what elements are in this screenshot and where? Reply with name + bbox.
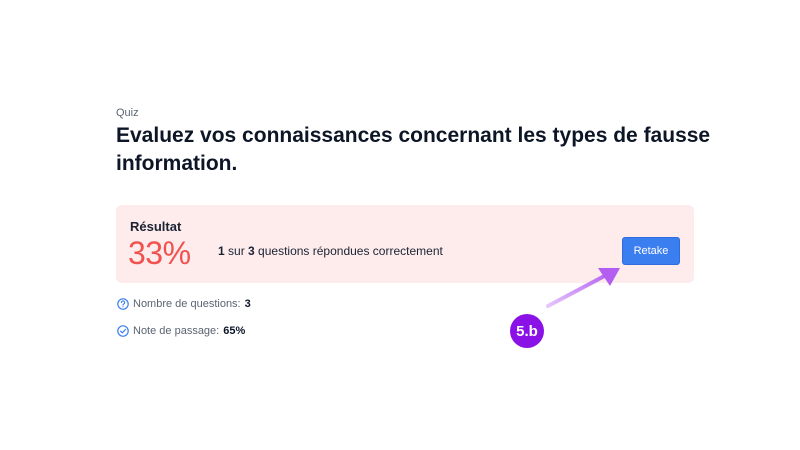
result-label: Résultat [130, 219, 182, 234]
question-circle-icon [117, 298, 129, 310]
questions-value: 3 [244, 298, 251, 310]
step-badge: 5.b [510, 314, 544, 348]
result-card: Résultat 33% 1 sur 3 questions répondues… [116, 205, 694, 283]
summary-sur: sur [224, 244, 249, 258]
result-percent: 33% [128, 235, 191, 271]
pass-label: Note de passage: [133, 325, 220, 337]
retake-button[interactable]: Retake [622, 237, 680, 265]
quiz-eyebrow: Quiz [116, 107, 139, 119]
questions-label: Nombre de questions: [133, 298, 241, 310]
page-title: Evaluez vos connaissances concernant les… [116, 124, 711, 175]
summary-suffix: questions répondues correctement [254, 244, 443, 258]
result-summary: 1 sur 3 questions répondues correctement [218, 244, 443, 258]
pass-value: 65% [223, 325, 246, 337]
correct-count: 1 [218, 244, 225, 258]
pass-mark-row: Note de passage: 65% [117, 325, 245, 337]
annotation-arrow-icon [546, 268, 620, 308]
check-circle-icon [117, 325, 129, 337]
total-count: 3 [248, 244, 255, 258]
questions-count-row: Nombre de questions: 3 [117, 298, 251, 310]
